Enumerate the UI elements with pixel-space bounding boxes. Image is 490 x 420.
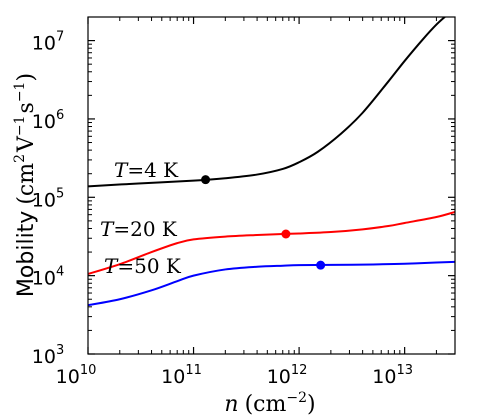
y-tick-label: 104 [32, 265, 64, 290]
plot-frame [87, 16, 456, 355]
y-tick-label: 103 [32, 343, 64, 368]
x-tick-label: 1010 [56, 363, 97, 388]
marker-t4 [201, 175, 211, 185]
x-tick-label: 1012 [267, 363, 308, 388]
y-tick-label: 105 [32, 186, 64, 211]
y-axis-label: Mobility(cm2V−1s−1) [12, 73, 39, 297]
series-line-t50 [88, 260, 455, 307]
marker-t50 [316, 260, 326, 270]
annotation-t50: T=50 K [104, 254, 182, 278]
x-axis-label: n (cm−2) [224, 390, 315, 417]
y-tick-label: 106 [32, 108, 64, 133]
x-tick-label: 1011 [161, 363, 202, 388]
annotation-t20: T=20 K [100, 217, 178, 241]
marker-t20 [281, 229, 291, 239]
annotation-t4: T=4 K [114, 158, 179, 182]
x-tick-label: 1013 [372, 363, 413, 388]
y-tick-label: 107 [32, 30, 64, 55]
